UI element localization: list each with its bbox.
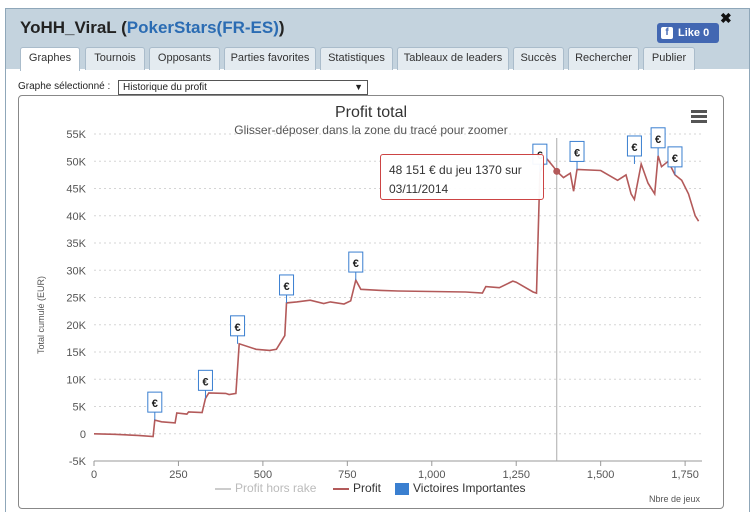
y-tick-label: 15K xyxy=(66,347,86,359)
legend-label: Profit xyxy=(353,481,382,495)
victory-marker-label: € xyxy=(574,147,580,159)
tooltip-line-1: 48 151 € du jeu 1370 sur xyxy=(389,163,522,177)
tab-graphes[interactable]: Graphes xyxy=(20,47,80,71)
tab-rechercher[interactable]: Rechercher xyxy=(568,47,639,70)
tab-parties-favorites[interactable]: Parties favorites xyxy=(224,47,316,70)
tooltip-line-2: 03/11/2014 xyxy=(389,182,449,196)
legend-item-profit[interactable]: Profit xyxy=(333,481,381,495)
tab-publier[interactable]: Publier xyxy=(643,47,695,70)
y-axis-title: Total cumulé (EUR) xyxy=(36,275,46,354)
victory-marker-flag[interactable] xyxy=(230,315,246,337)
victory-marker-flag[interactable] xyxy=(279,274,295,296)
player-title: YoHH_ViraL (PokerStars(FR-ES)) xyxy=(20,18,285,38)
player-profile-window: YoHH_ViraL (PokerStars(FR-ES)) f Like 0 … xyxy=(5,8,750,512)
chart-subtitle: Glisser-déposer dans la zone du tracé po… xyxy=(234,123,508,137)
graph-selector-label: Graphe sélectionné : xyxy=(18,81,111,92)
victory-marker-label: € xyxy=(672,153,678,165)
x-tick-label: 250 xyxy=(169,469,187,481)
graph-type-select[interactable]: Historique du profit ▼ xyxy=(118,80,368,95)
graph-type-value: Historique du profit xyxy=(123,82,207,93)
tab-statistiques[interactable]: Statistiques xyxy=(320,47,393,70)
x-tick-label: 750 xyxy=(338,469,356,481)
tab-tableaux-de-leaders[interactable]: Tableaux de leaders xyxy=(397,47,509,70)
x-tick-label: 500 xyxy=(254,469,272,481)
y-tick-label: 25K xyxy=(66,293,86,305)
profit-chart[interactable]: -5K 0 5K 10K 15K 20K 25K 30K 35K 40K 45K 50K 55K 0 250… xyxy=(19,96,725,510)
site-link[interactable]: PokerStars(FR-ES) xyxy=(126,18,279,37)
victory-marker-label: € xyxy=(283,281,289,293)
legend-label: Profit hors rake xyxy=(235,481,317,495)
window-header: YoHH_ViraL (PokerStars(FR-ES)) f Like 0 … xyxy=(6,9,749,71)
legend-label: Victoires Importantes xyxy=(413,481,526,495)
chart-title: Profit total xyxy=(334,104,408,121)
chart-tooltip: 48 151 € du jeu 1370 sur 03/11/2014 xyxy=(380,154,544,200)
y-tick-label: -5K xyxy=(69,456,87,468)
victory-marker-label: € xyxy=(234,322,240,334)
victory-marker-label: € xyxy=(152,398,158,410)
dropdown-arrow-icon: ▼ xyxy=(354,82,363,92)
victory-marker-flag[interactable] xyxy=(667,146,683,168)
highlight-point xyxy=(553,167,561,175)
y-tick-label: 0 xyxy=(80,429,86,441)
profit-series-line[interactable] xyxy=(93,155,700,438)
victory-marker-flag[interactable] xyxy=(197,369,213,391)
close-icon[interactable]: ✖ xyxy=(720,10,732,26)
victory-marker-label: € xyxy=(655,134,661,146)
y-tick-label: 35K xyxy=(66,238,86,250)
facebook-like-button[interactable]: f Like 0 xyxy=(657,23,719,43)
chart-panel[interactable]: -5K 0 5K 10K 15K 20K 25K 30K 35K 40K 45K 50K 55K 0 250… xyxy=(18,95,724,509)
victory-marker-flag[interactable] xyxy=(569,140,585,162)
x-tick-label: 1,750 xyxy=(671,469,699,481)
victory-marker-label: € xyxy=(202,376,208,388)
x-axis-title: Nbre de jeux xyxy=(649,494,701,504)
y-tick-label: 20K xyxy=(66,320,86,332)
y-tick-label: 5K xyxy=(73,402,87,414)
victory-marker-flag[interactable] xyxy=(348,251,364,273)
open-paren: ( xyxy=(121,18,127,37)
tab-succes[interactable]: Succès xyxy=(513,47,564,70)
thumbs-up-icon: f xyxy=(661,27,673,39)
victory-marker-flag[interactable] xyxy=(626,135,642,157)
victory-marker-label: € xyxy=(353,258,359,270)
chart-menu-icon[interactable] xyxy=(691,110,707,123)
close-paren: ) xyxy=(278,18,285,37)
legend-item-profit-hors-rake[interactable]: Profit hors rake xyxy=(215,481,316,495)
y-tick-label: 10K xyxy=(66,374,86,386)
x-tick-label: 1,000 xyxy=(418,469,446,481)
y-tick-label: 45K xyxy=(66,184,86,196)
y-tick-label: 30K xyxy=(66,265,86,277)
y-tick-label: 50K xyxy=(66,156,86,168)
player-name: YoHH_ViraL xyxy=(20,18,117,37)
tab-tournois[interactable]: Tournois xyxy=(85,47,145,70)
victory-marker-flag[interactable] xyxy=(650,127,666,149)
y-tick-label: 55K xyxy=(66,129,86,141)
legend-item-victoires[interactable]: Victoires Importantes xyxy=(395,481,526,495)
x-tick-label: 0 xyxy=(91,469,97,481)
y-tick-label: 40K xyxy=(66,211,86,223)
victory-marker-label: € xyxy=(631,142,637,154)
victory-marker-flag[interactable] xyxy=(147,391,163,413)
tab-opposants[interactable]: Opposants xyxy=(149,47,220,70)
x-tick-label: 1,250 xyxy=(502,469,530,481)
facebook-like-label: Like 0 xyxy=(678,27,710,39)
x-tick-label: 1,500 xyxy=(587,469,615,481)
